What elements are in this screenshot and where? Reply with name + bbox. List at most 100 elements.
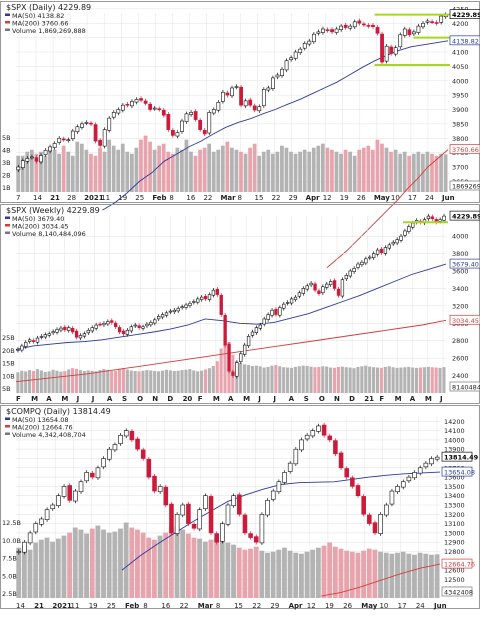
volume-bar <box>302 366 305 393</box>
date-tick-label: 21 <box>34 602 44 610</box>
date-tick-label: J <box>439 395 443 403</box>
volume-bar <box>248 148 252 192</box>
candle-body <box>376 27 379 33</box>
volume-bar <box>290 368 293 393</box>
candle-body <box>110 321 113 323</box>
volume-bar <box>270 366 273 393</box>
candle-body <box>175 514 179 533</box>
candle-body <box>286 302 289 303</box>
volume-bar <box>94 156 98 192</box>
volume-bar <box>208 368 211 393</box>
candle-body <box>99 324 102 325</box>
volume-tick-label: 7.5B <box>2 555 17 563</box>
volume-bar <box>141 371 144 393</box>
volume-bar <box>28 370 31 393</box>
volume-bar <box>389 152 393 192</box>
candle-body <box>189 112 192 114</box>
volume-bar <box>67 369 70 393</box>
volume-bar <box>235 150 239 192</box>
candle-body <box>435 457 439 459</box>
candle-body <box>153 108 156 109</box>
volume-bar <box>407 367 410 393</box>
volume-bar <box>137 371 140 393</box>
volume-value-tag: 4342408 <box>444 589 473 597</box>
candle-body <box>280 69 283 75</box>
candle-body <box>243 345 246 354</box>
candle-body <box>48 334 51 336</box>
candle-body <box>83 334 86 336</box>
candle-body <box>215 534 219 543</box>
candle-body <box>32 341 35 342</box>
candle-body <box>350 478 354 487</box>
volume-bar <box>376 140 380 192</box>
candle-body <box>277 482 281 492</box>
volume-bar <box>366 146 370 192</box>
candle-body <box>380 34 383 62</box>
candle-body <box>226 505 230 524</box>
candle-body <box>385 46 388 61</box>
volume-bar <box>403 152 407 192</box>
candle-body <box>390 47 393 53</box>
date-tick-label: J <box>76 395 80 403</box>
price-tick-label: 3900 <box>452 106 469 114</box>
volume-bar <box>71 156 75 192</box>
candle-body <box>87 330 90 333</box>
candle-body <box>308 41 311 44</box>
date-tick-label: Feb <box>125 602 139 610</box>
candle-body <box>349 271 352 276</box>
volume-bar <box>144 136 148 192</box>
candle-body <box>192 524 196 528</box>
date-tick-label: A <box>410 395 416 403</box>
volume-bar <box>321 366 324 393</box>
volume-bar <box>309 367 312 393</box>
price-tick-label: 3950 <box>452 92 469 100</box>
date-tick-label: 11 <box>71 602 80 610</box>
candle-body <box>361 262 364 264</box>
volume-bar <box>435 554 440 598</box>
volume-bar <box>327 543 332 598</box>
volume-bar <box>75 142 79 192</box>
date-tick-label: 26 <box>343 602 352 610</box>
volume-bar <box>24 371 27 393</box>
volume-bar <box>239 152 243 192</box>
volume-bar <box>44 372 47 393</box>
candle-body <box>20 346 23 350</box>
volume-bar <box>207 144 211 192</box>
candle-body <box>376 250 379 254</box>
date-tick-label: 7 <box>16 194 20 202</box>
price-tick-label: 13300 <box>444 502 465 510</box>
candle-body <box>353 268 356 271</box>
volume-bar <box>16 372 19 393</box>
volume-bar <box>141 533 146 598</box>
volume-bar <box>326 148 330 192</box>
candle-body <box>165 313 168 315</box>
volume-bar <box>385 148 389 192</box>
volume-bar <box>59 372 62 393</box>
candle-body <box>392 242 395 244</box>
volume-bar <box>362 148 366 192</box>
volume-bar <box>259 551 264 598</box>
candle-body <box>130 101 133 105</box>
candle-body <box>36 338 39 342</box>
candle-body <box>318 291 321 294</box>
volume-bar <box>325 367 328 393</box>
volume-bar <box>16 156 20 192</box>
volume-bar <box>107 140 111 192</box>
candle-body <box>253 106 256 110</box>
volume-bar <box>372 550 377 598</box>
volume-bar <box>423 554 428 598</box>
volume-bar <box>364 366 367 393</box>
candle-body <box>249 534 253 538</box>
date-tick-label: N <box>334 395 340 403</box>
candle-body <box>208 295 211 300</box>
candle-body <box>39 156 42 162</box>
candle-body <box>404 231 407 235</box>
candle-body <box>106 322 109 324</box>
date-tick-label: S <box>122 395 127 403</box>
volume-tick-label: 2.5B <box>2 590 17 598</box>
volume-bar <box>411 368 414 393</box>
price-tick-label: 12500 <box>444 576 465 584</box>
volume-bar <box>198 150 202 192</box>
volume-bar <box>265 553 270 598</box>
volume-tick-label: 20B <box>2 347 15 355</box>
